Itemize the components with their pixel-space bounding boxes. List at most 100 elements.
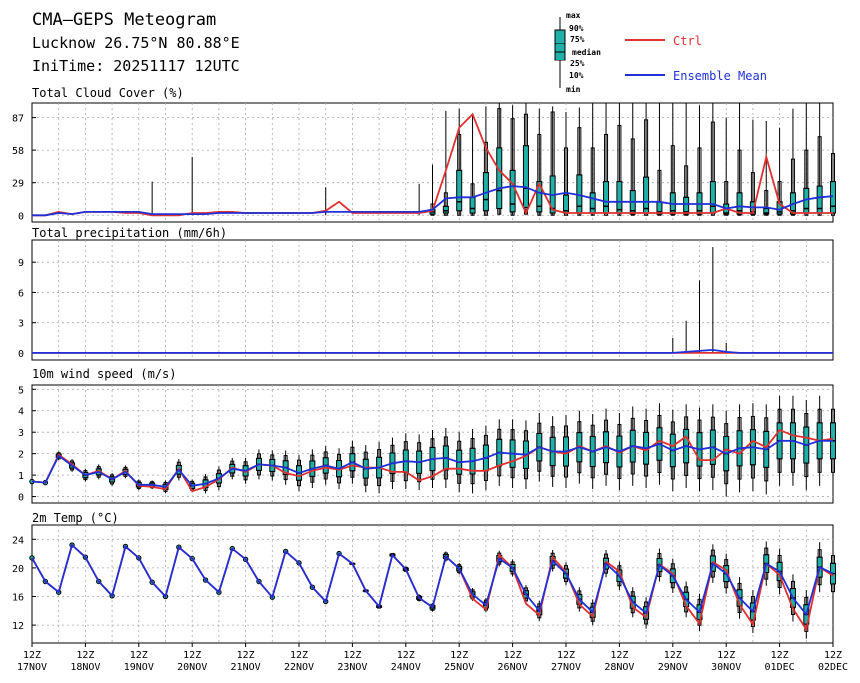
legend-label-0: max	[566, 11, 581, 20]
box-39	[550, 106, 555, 215]
box-40	[564, 112, 569, 215]
x-hour-label: 12Z	[450, 650, 468, 661]
box-37	[523, 103, 528, 215]
y-tick-label: 2	[18, 450, 24, 461]
y-tick-label: 9	[18, 258, 24, 269]
x-date-label: 28NOV	[604, 662, 634, 673]
x-date-label: 19NOV	[124, 662, 154, 673]
x-hour-label: 12Z	[397, 650, 415, 661]
y-tick-label: 1	[18, 471, 24, 482]
x-date-label: 24NOV	[391, 662, 421, 673]
panel-title: 2m Temp (°C)	[32, 511, 119, 525]
y-tick-label: 16	[12, 593, 24, 604]
x-hour-label: 12Z	[824, 650, 842, 661]
box-iqr	[617, 182, 622, 213]
x-date-label: 18NOV	[70, 662, 100, 673]
box-38	[537, 109, 542, 216]
y-tick-label: 0	[18, 493, 24, 504]
x-axis: 12Z17NOV12Z18NOV12Z19NOV12Z20NOV12Z21NOV…	[17, 643, 848, 673]
x-hour-label: 12Z	[76, 650, 94, 661]
legend-box-glyph	[555, 17, 565, 88]
x-date-label: 17NOV	[17, 662, 47, 673]
x-date-label: 22NOV	[284, 662, 314, 673]
panel-title: 10m wind speed (m/s)	[32, 367, 177, 381]
box-43	[604, 103, 609, 215]
y-tick-label: 4	[18, 407, 24, 418]
panel-3: 12 16 20 24 2m Temp (°C)	[12, 511, 836, 643]
box-49	[684, 103, 689, 215]
box-iqr	[497, 148, 502, 209]
box-57	[790, 109, 795, 216]
box-47	[657, 103, 662, 215]
legend-label-1: 90%	[569, 24, 584, 33]
legend-label-6: min	[566, 84, 581, 94]
box-44	[617, 103, 622, 215]
x-hour-label: 12Z	[290, 650, 308, 661]
panel-title: Total Cloud Cover (%)	[32, 86, 184, 100]
x-date-label: 23NOV	[337, 662, 367, 673]
box-36	[510, 105, 515, 215]
box-52	[724, 118, 729, 216]
x-date-label: 02DEC	[818, 662, 848, 673]
box-46	[644, 103, 649, 215]
legend-label-2: 75%	[570, 35, 585, 44]
init-time-label: IniTime: 20251117 12UTC	[32, 57, 240, 75]
x-hour-label: 12Z	[23, 650, 41, 661]
box-45	[630, 103, 635, 215]
x-hour-label: 12Z	[504, 650, 522, 661]
legend-mean-label: Ensemble Mean	[673, 69, 767, 83]
legend-ctrl: Ctrl	[625, 34, 702, 48]
y-tick-label: 12	[12, 621, 24, 632]
x-hour-label: 12Z	[717, 650, 735, 661]
box-34	[483, 106, 488, 215]
legend-mean: Ensemble Mean	[625, 69, 767, 83]
x-hour-label: 12Z	[237, 650, 255, 661]
x-hour-label: 12Z	[130, 650, 148, 661]
box-51	[710, 103, 715, 215]
box-iqr	[710, 182, 715, 213]
box-iqr	[590, 193, 595, 213]
y-tick-label: 5	[18, 385, 24, 396]
box-iqr	[644, 177, 649, 213]
x-date-label: 30NOV	[711, 662, 741, 673]
x-hour-label: 12Z	[771, 650, 789, 661]
box-iqr	[604, 182, 609, 213]
box-60	[831, 119, 836, 216]
box-32	[457, 109, 462, 216]
y-tick-label: 0	[18, 211, 24, 222]
x-hour-label: 12Z	[183, 650, 201, 661]
y-tick-label: 20	[12, 564, 24, 575]
box-41	[577, 107, 582, 215]
y-tick-label: 6	[18, 288, 24, 299]
y-tick-label: 0	[18, 349, 24, 360]
x-date-label: 25NOV	[444, 662, 474, 673]
y-tick-label: 29	[12, 179, 24, 190]
legend-label-5: 10%	[569, 71, 584, 80]
y-tick-label: 24	[12, 535, 24, 546]
legend-ctrl-label: Ctrl	[673, 34, 702, 48]
box-iqr	[831, 182, 836, 213]
chart-title: CMA—GEPS Meteogram	[32, 10, 216, 30]
box-iqr	[523, 146, 528, 208]
box-33	[470, 114, 475, 215]
box-iqr	[470, 197, 475, 213]
x-hour-label: 12Z	[610, 650, 628, 661]
x-date-label: 01DEC	[765, 662, 795, 673]
box-iqr	[443, 206, 448, 213]
x-hour-label: 12Z	[664, 650, 682, 661]
legend-label-4: 25%	[570, 59, 585, 68]
x-date-label: 21NOV	[231, 662, 261, 673]
x-hour-label: 12Z	[343, 650, 361, 661]
box-54	[750, 120, 755, 215]
box-iqr	[457, 170, 462, 210]
box-50	[697, 105, 702, 215]
location-label: Lucknow 26.75°N 80.88°E	[32, 34, 240, 52]
panel-title: Total precipitation (mm/6h)	[32, 226, 227, 240]
